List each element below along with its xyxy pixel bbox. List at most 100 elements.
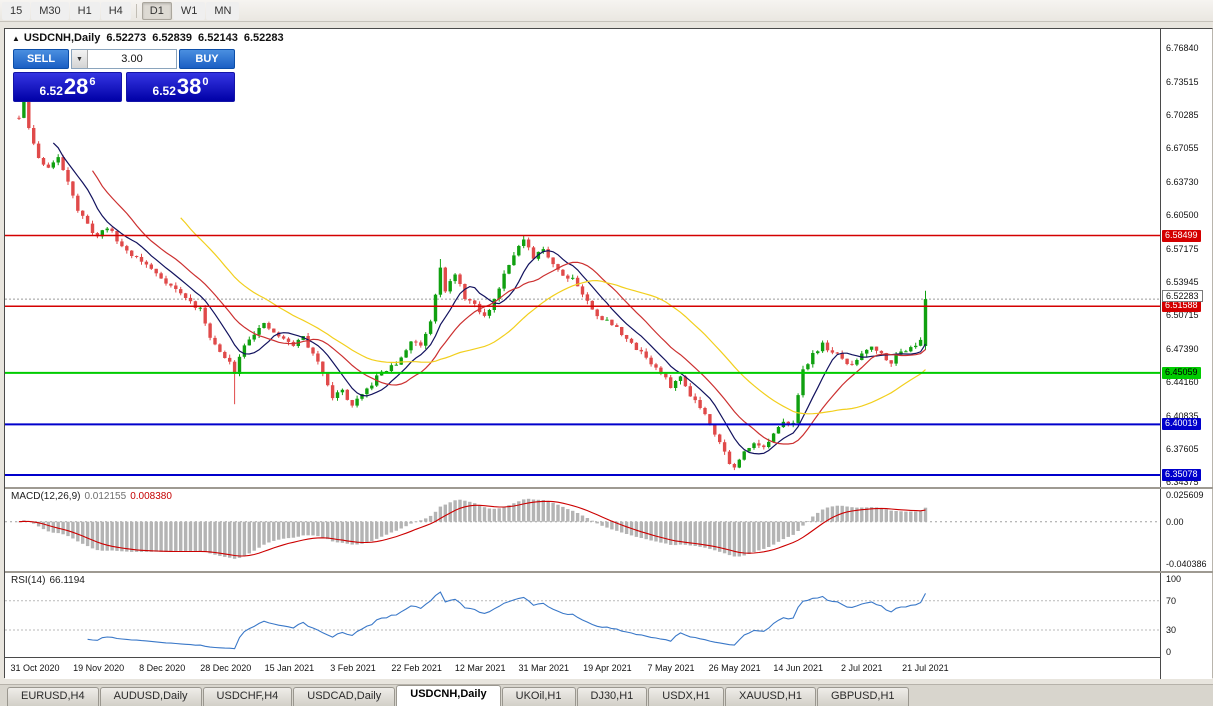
date-label: 28 Dec 2020 xyxy=(200,663,252,673)
tab-usdcad-daily[interactable]: USDCAD,Daily xyxy=(293,687,396,706)
panel-divider[interactable] xyxy=(5,571,1213,573)
ohlc-low: 6.52143 xyxy=(198,32,238,44)
level-price-badge: 6.51588 xyxy=(1162,300,1201,313)
tab-usdchf-h4[interactable]: USDCHF,H4 xyxy=(202,687,293,706)
tab-gbpusd-h1[interactable]: GBPUSD,H1 xyxy=(816,687,909,706)
timeframe-toolbar: 15 M30 H1 H4 D1 W1 MN xyxy=(0,0,1213,22)
panel-divider[interactable] xyxy=(5,487,1213,489)
chart-tab-bar: EURUSD,H4 AUDUSD,Daily USDCHF,H4 USDCAD,Dai… xyxy=(0,684,1213,706)
rsi-value: 66.1194 xyxy=(49,575,85,586)
level-price-badge: 6.45059 xyxy=(1162,366,1201,379)
tab-dj30-h1[interactable]: DJ30,H1 xyxy=(576,687,648,706)
price-tick-label: 6.73515 xyxy=(1166,77,1199,87)
ask-big-digits: 38 xyxy=(176,74,202,99)
price-tick-label: 6.76840 xyxy=(1166,43,1199,53)
tf-button-d1[interactable]: D1 xyxy=(141,1,172,20)
date-label: 7 May 2021 xyxy=(647,663,695,673)
ohlc-open: 6.52273 xyxy=(106,32,147,44)
bid-price-badge: 6.52283 xyxy=(1162,290,1203,303)
price-tick-label: 6.70285 xyxy=(1166,110,1199,120)
rsi-title: RSI(14) 66.1194 xyxy=(11,575,85,586)
price-scale[interactable]: 6.76840 6.73515 6.70285 6.67055 6.63730 6.605… xyxy=(1160,29,1212,679)
date-label: 12 Mar 2021 xyxy=(454,663,506,673)
main-chart-panel: ▲ USDCNH,Daily 6.52273 6.52839 6.52143 6.… xyxy=(5,29,1162,487)
tab-audusd-daily[interactable]: AUDUSD,Daily xyxy=(99,687,202,706)
rsi-scale-label: 100 xyxy=(1166,574,1182,584)
chart-symbol: USDCNH,Daily xyxy=(23,32,101,44)
date-label: 19 Nov 2020 xyxy=(73,663,125,673)
tf-button-w1[interactable]: W1 xyxy=(172,1,206,20)
macd-scale-label: -0.040386 xyxy=(1166,558,1207,569)
price-tick-label: 6.37605 xyxy=(1166,444,1199,455)
level-price-badge: 6.58499 xyxy=(1162,229,1201,242)
macd-title: MACD(12,26,9) 0.012155 0.008380 xyxy=(11,491,172,502)
tab-usdx-h1[interactable]: USDX,H1 xyxy=(648,687,724,706)
rsi-name: RSI(14) xyxy=(11,575,46,586)
bid-pip-digit: 6 xyxy=(89,76,96,88)
rsi-scale-label: 30 xyxy=(1166,625,1177,635)
date-label: 3 Feb 2021 xyxy=(330,663,376,673)
date-label: 2 Jul 2021 xyxy=(841,663,883,673)
toolbar-separator xyxy=(135,3,137,18)
macd-scale-label: 0.00 xyxy=(1166,516,1184,527)
date-label: 19 Apr 2021 xyxy=(583,663,632,673)
one-click-trade-panel: SELL ▼ 3.00 BUY 6.52 28 6 6.52 38 0 xyxy=(13,49,235,102)
price-tick-label: 6.50715 xyxy=(1166,310,1199,321)
price-tick-label: 6.63730 xyxy=(1166,177,1199,187)
level-price-badge: 6.40019 xyxy=(1162,418,1201,431)
date-label: 31 Oct 2020 xyxy=(10,663,60,673)
volume-value: 3.00 xyxy=(121,53,143,65)
price-tick-label: 6.53945 xyxy=(1166,277,1199,288)
price-tick-label: 6.67055 xyxy=(1166,143,1199,153)
macd-canvas[interactable] xyxy=(5,489,1162,571)
macd-panel: MACD(12,26,9) 0.012155 0.008380 xyxy=(5,489,1162,571)
buy-button[interactable]: BUY xyxy=(179,49,235,69)
volume-field[interactable]: ▼ 3.00 xyxy=(71,49,177,69)
tab-xauusd-h1[interactable]: XAUUSD,H1 xyxy=(724,687,816,706)
sell-button[interactable]: SELL xyxy=(13,49,69,69)
price-tick-label: 6.57175 xyxy=(1166,244,1199,255)
ask-price-display[interactable]: 6.52 38 0 xyxy=(126,72,235,102)
date-label: 15 Jan 2021 xyxy=(264,663,315,673)
rsi-canvas[interactable] xyxy=(5,573,1162,657)
volume-dropdown-icon[interactable]: ▼ xyxy=(72,50,88,68)
time-axis[interactable]: 31 Oct 2020 19 Nov 2020 8 Dec 2020 28 Dec 2… xyxy=(5,657,1162,679)
tf-button-m30[interactable]: M30 xyxy=(31,1,69,20)
tab-eurusd-h4[interactable]: EURUSD,H4 xyxy=(7,687,99,706)
price-tick-label: 6.47390 xyxy=(1166,344,1199,355)
date-label: 22 Feb 2021 xyxy=(391,663,442,673)
ask-prefix: 6.52 xyxy=(152,84,176,98)
date-label: 21 Jul 2021 xyxy=(902,663,949,673)
ohlc-high: 6.52839 xyxy=(152,32,192,44)
price-tick-label: 6.34375 xyxy=(1166,477,1199,488)
tf-button-mn[interactable]: MN xyxy=(206,1,240,20)
tf-button-15[interactable]: 15 xyxy=(2,1,31,20)
tab-ukoil-h1[interactable]: UKOil,H1 xyxy=(501,687,576,706)
chart-title: ▲ USDCNH,Daily 6.52273 6.52839 6.52143 6.… xyxy=(12,32,287,44)
level-price-badge: 6.35078 xyxy=(1162,469,1201,481)
macd-signal-value: 0.008380 xyxy=(130,491,172,502)
price-tick-label: 6.44160 xyxy=(1166,377,1199,388)
macd-value: 0.012155 xyxy=(84,491,127,502)
bid-price-display[interactable]: 6.52 28 6 xyxy=(13,72,122,102)
tab-usdcnh-daily[interactable]: USDCNH,Daily xyxy=(396,685,501,706)
date-label: 26 May 2021 xyxy=(708,663,761,673)
ohlc-close: 6.52283 xyxy=(243,32,284,44)
tf-button-h1[interactable]: H1 xyxy=(69,1,100,20)
bid-big-digits: 28 xyxy=(63,74,89,99)
date-label: 31 Mar 2021 xyxy=(518,663,570,673)
date-label: 14 Jun 2021 xyxy=(773,663,823,673)
trade-panel-toggle-icon[interactable]: ▲ xyxy=(12,34,20,43)
price-tick-label: 6.60500 xyxy=(1166,210,1199,221)
price-tick-label: 6.40835 xyxy=(1166,411,1199,422)
ask-pip-digit: 0 xyxy=(202,76,209,88)
date-label: 8 Dec 2020 xyxy=(139,663,186,673)
macd-scale-label: 0.025609 xyxy=(1166,490,1204,501)
rsi-panel: RSI(14) 66.1194 xyxy=(5,573,1162,657)
main-chart-canvas[interactable] xyxy=(5,29,1162,487)
macd-name: MACD(12,26,9) xyxy=(11,491,81,502)
chart-window: ▲ USDCNH,Daily 6.52273 6.52839 6.52143 6.… xyxy=(4,28,1213,679)
rsi-scale-label: 70 xyxy=(1166,595,1177,606)
tf-button-h4[interactable]: H4 xyxy=(100,1,131,20)
